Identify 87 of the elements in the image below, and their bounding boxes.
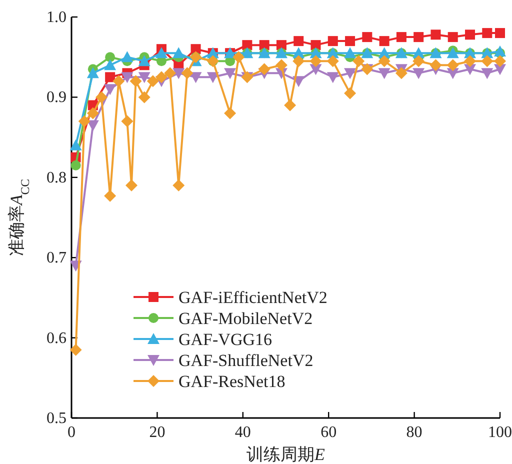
legend-label: GAF-MobileNetV2 — [178, 309, 313, 328]
point — [206, 72, 219, 84]
point — [446, 47, 459, 58]
point — [396, 32, 406, 42]
point — [121, 115, 134, 128]
point — [310, 55, 322, 68]
point — [125, 179, 138, 192]
point — [430, 59, 442, 72]
point — [172, 47, 185, 58]
point — [70, 344, 82, 356]
point — [292, 55, 305, 68]
x-tick-label: 0 — [68, 424, 76, 441]
point — [414, 32, 424, 42]
point — [78, 115, 90, 128]
point — [352, 55, 365, 68]
point — [284, 99, 296, 112]
point — [258, 63, 270, 76]
point — [275, 59, 288, 72]
x-axis-title: 训练周期E — [246, 445, 326, 464]
point — [344, 87, 356, 100]
point — [70, 160, 81, 170]
point — [345, 36, 356, 46]
point — [412, 55, 425, 68]
point — [481, 55, 494, 68]
point — [446, 59, 459, 72]
point — [326, 55, 339, 68]
y-tick-label: 0.7 — [46, 250, 66, 267]
y-tick-label: 0.5 — [46, 410, 66, 427]
point — [155, 47, 168, 58]
y-tick-label: 1.0 — [46, 9, 66, 26]
point — [105, 52, 116, 62]
point — [430, 30, 441, 40]
x-tick-label: 40 — [234, 424, 251, 441]
x-tick-label: 60 — [320, 424, 337, 441]
point — [328, 36, 338, 46]
point — [344, 68, 356, 80]
legend-label: GAF-iEfficientNetV2 — [178, 288, 328, 307]
point — [121, 72, 134, 84]
point — [326, 72, 339, 84]
point — [495, 28, 505, 38]
point — [362, 32, 372, 42]
point — [378, 55, 390, 68]
point — [146, 75, 159, 88]
point — [104, 59, 116, 70]
point — [448, 32, 458, 42]
point — [86, 107, 99, 120]
point — [105, 72, 116, 82]
point — [181, 67, 194, 80]
point — [494, 55, 506, 68]
x-tick-label: 100 — [488, 424, 512, 441]
point — [138, 91, 150, 104]
point — [138, 55, 150, 66]
point — [395, 67, 408, 80]
point — [224, 107, 236, 120]
point — [130, 75, 142, 88]
point — [121, 51, 134, 62]
point — [95, 91, 108, 104]
legend-label: GAF-ResNet18 — [178, 372, 286, 391]
y-tick-label: 0.6 — [46, 330, 66, 347]
y-tick-label: 0.8 — [46, 169, 66, 186]
legend-label: GAF-VGG16 — [178, 330, 272, 349]
point — [344, 47, 356, 58]
point — [464, 55, 476, 68]
point — [164, 67, 176, 80]
point — [104, 190, 116, 202]
point — [378, 68, 390, 80]
point — [481, 68, 494, 80]
x-tick-label: 80 — [406, 424, 422, 441]
point — [412, 68, 425, 80]
point — [86, 67, 99, 78]
point — [172, 68, 185, 80]
point — [232, 51, 245, 64]
legend-label: GAF-ShuffleNetV2 — [178, 351, 314, 370]
point — [482, 28, 492, 38]
point — [155, 71, 168, 84]
point — [494, 45, 506, 56]
point — [70, 139, 82, 150]
point — [379, 36, 390, 46]
point — [104, 84, 116, 96]
y-tick-label: 0.9 — [46, 89, 66, 106]
x-tick-label: 20 — [149, 424, 166, 441]
point — [224, 68, 236, 80]
point — [172, 179, 185, 192]
point — [294, 36, 304, 46]
point — [138, 72, 150, 84]
point — [112, 75, 125, 88]
point — [465, 30, 476, 40]
